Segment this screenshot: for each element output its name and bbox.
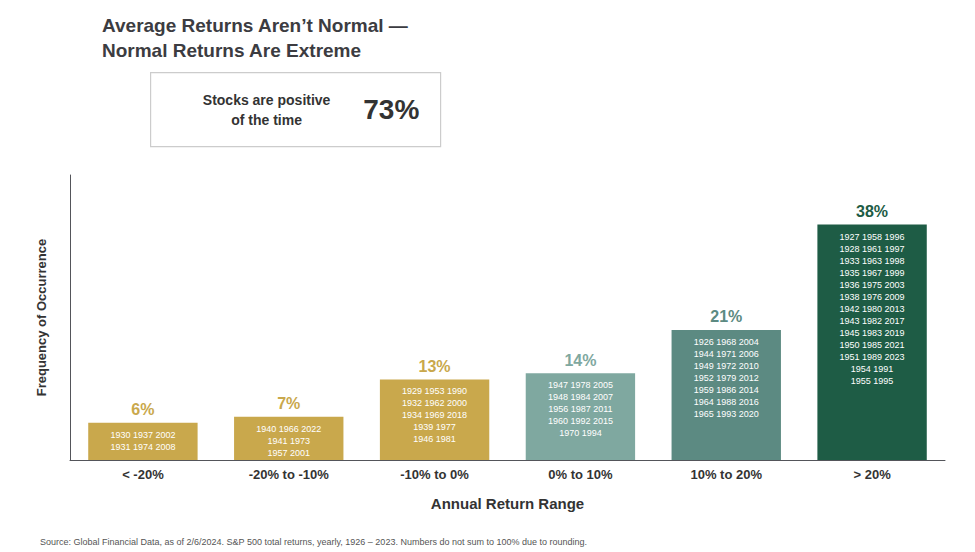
- svg-text:1935 1967 1999: 1935 1967 1999: [840, 268, 905, 278]
- svg-text:1943 1982 2017: 1943 1982 2017: [840, 316, 905, 326]
- svg-text:< -20%: < -20%: [122, 467, 164, 482]
- svg-text:10% to 20%: 10% to 20%: [690, 467, 762, 482]
- svg-text:13%: 13%: [419, 358, 451, 375]
- svg-text:1941 1973: 1941 1973: [267, 436, 310, 446]
- svg-text:14%: 14%: [564, 352, 596, 369]
- svg-text:1956 1987 2011: 1956 1987 2011: [548, 404, 612, 414]
- svg-text:1944 1971 2006: 1944 1971 2006: [694, 349, 759, 359]
- svg-text:38%: 38%: [856, 203, 888, 220]
- svg-text:0% to 10%: 0% to 10%: [548, 467, 613, 482]
- svg-text:1938 1976 2009: 1938 1976 2009: [840, 292, 905, 302]
- svg-text:of the time: of the time: [231, 112, 302, 128]
- svg-text:1949 1972 2010: 1949 1972 2010: [694, 361, 759, 371]
- svg-text:1950 1985 2021: 1950 1985 2021: [840, 340, 905, 350]
- svg-text:7%: 7%: [277, 395, 300, 412]
- svg-text:1942 1980 2013: 1942 1980 2013: [840, 304, 905, 314]
- svg-text:-10% to 0%: -10% to 0%: [400, 467, 469, 482]
- svg-text:1955 1995: 1955 1995: [851, 376, 894, 386]
- svg-text:1964 1988 2016: 1964 1988 2016: [694, 397, 759, 407]
- svg-text:Frequency of Occurrence: Frequency of Occurrence: [34, 239, 49, 397]
- svg-text:1959 1986 2014: 1959 1986 2014: [694, 385, 759, 395]
- svg-text:1930 1937 2002: 1930 1937 2002: [110, 430, 175, 440]
- svg-text:1945 1983 2019: 1945 1983 2019: [840, 328, 905, 338]
- svg-text:21%: 21%: [710, 308, 742, 325]
- svg-text:1947 1978 2005: 1947 1978 2005: [548, 380, 613, 390]
- svg-text:1957 2001: 1957 2001: [267, 448, 310, 458]
- svg-text:1936 1975 2003: 1936 1975 2003: [840, 280, 905, 290]
- svg-text:1928 1961 1997: 1928 1961 1997: [840, 244, 905, 254]
- svg-text:1940 1966 2022: 1940 1966 2022: [256, 424, 321, 434]
- svg-text:1948 1984 2007: 1948 1984 2007: [548, 392, 613, 402]
- svg-text:1970 1994: 1970 1994: [559, 428, 602, 438]
- svg-text:1960 1992 2015: 1960 1992 2015: [548, 416, 613, 426]
- svg-text:Normal Returns Are Extreme: Normal Returns Are Extreme: [102, 40, 361, 61]
- svg-text:1933 1963 1998: 1933 1963 1998: [840, 256, 905, 266]
- svg-text:1954 1991: 1954 1991: [851, 364, 894, 374]
- svg-text:73%: 73%: [363, 94, 419, 125]
- svg-text:> 20%: > 20%: [853, 467, 891, 482]
- svg-text:1929 1953 1990: 1929 1953 1990: [402, 386, 467, 396]
- svg-text:1951 1989 2023: 1951 1989 2023: [840, 352, 905, 362]
- svg-text:1952 1979 2012: 1952 1979 2012: [694, 373, 759, 383]
- svg-text:Average Returns Aren’t Normal: Average Returns Aren’t Normal —: [102, 15, 408, 36]
- svg-text:1926 1968 2004: 1926 1968 2004: [694, 337, 759, 347]
- svg-text:1931 1974 2008: 1931 1974 2008: [110, 442, 175, 452]
- svg-text:1927 1958 1996: 1927 1958 1996: [840, 232, 905, 242]
- svg-text:1934 1969 2018: 1934 1969 2018: [402, 410, 467, 420]
- svg-text:1932 1962 2000: 1932 1962 2000: [402, 398, 467, 408]
- svg-text:Stocks are positive: Stocks are positive: [203, 92, 331, 108]
- svg-text:1965 1993 2020: 1965 1993 2020: [694, 409, 759, 419]
- svg-text:1946 1981: 1946 1981: [413, 434, 456, 444]
- svg-text:6%: 6%: [131, 401, 154, 418]
- svg-text:1939 1977: 1939 1977: [413, 422, 456, 432]
- svg-text:Source: Global Financial Data,: Source: Global Financial Data, as of 2/6…: [40, 537, 587, 547]
- svg-text:Annual Return Range: Annual Return Range: [431, 495, 584, 512]
- svg-text:-20% to -10%: -20% to -10%: [249, 467, 330, 482]
